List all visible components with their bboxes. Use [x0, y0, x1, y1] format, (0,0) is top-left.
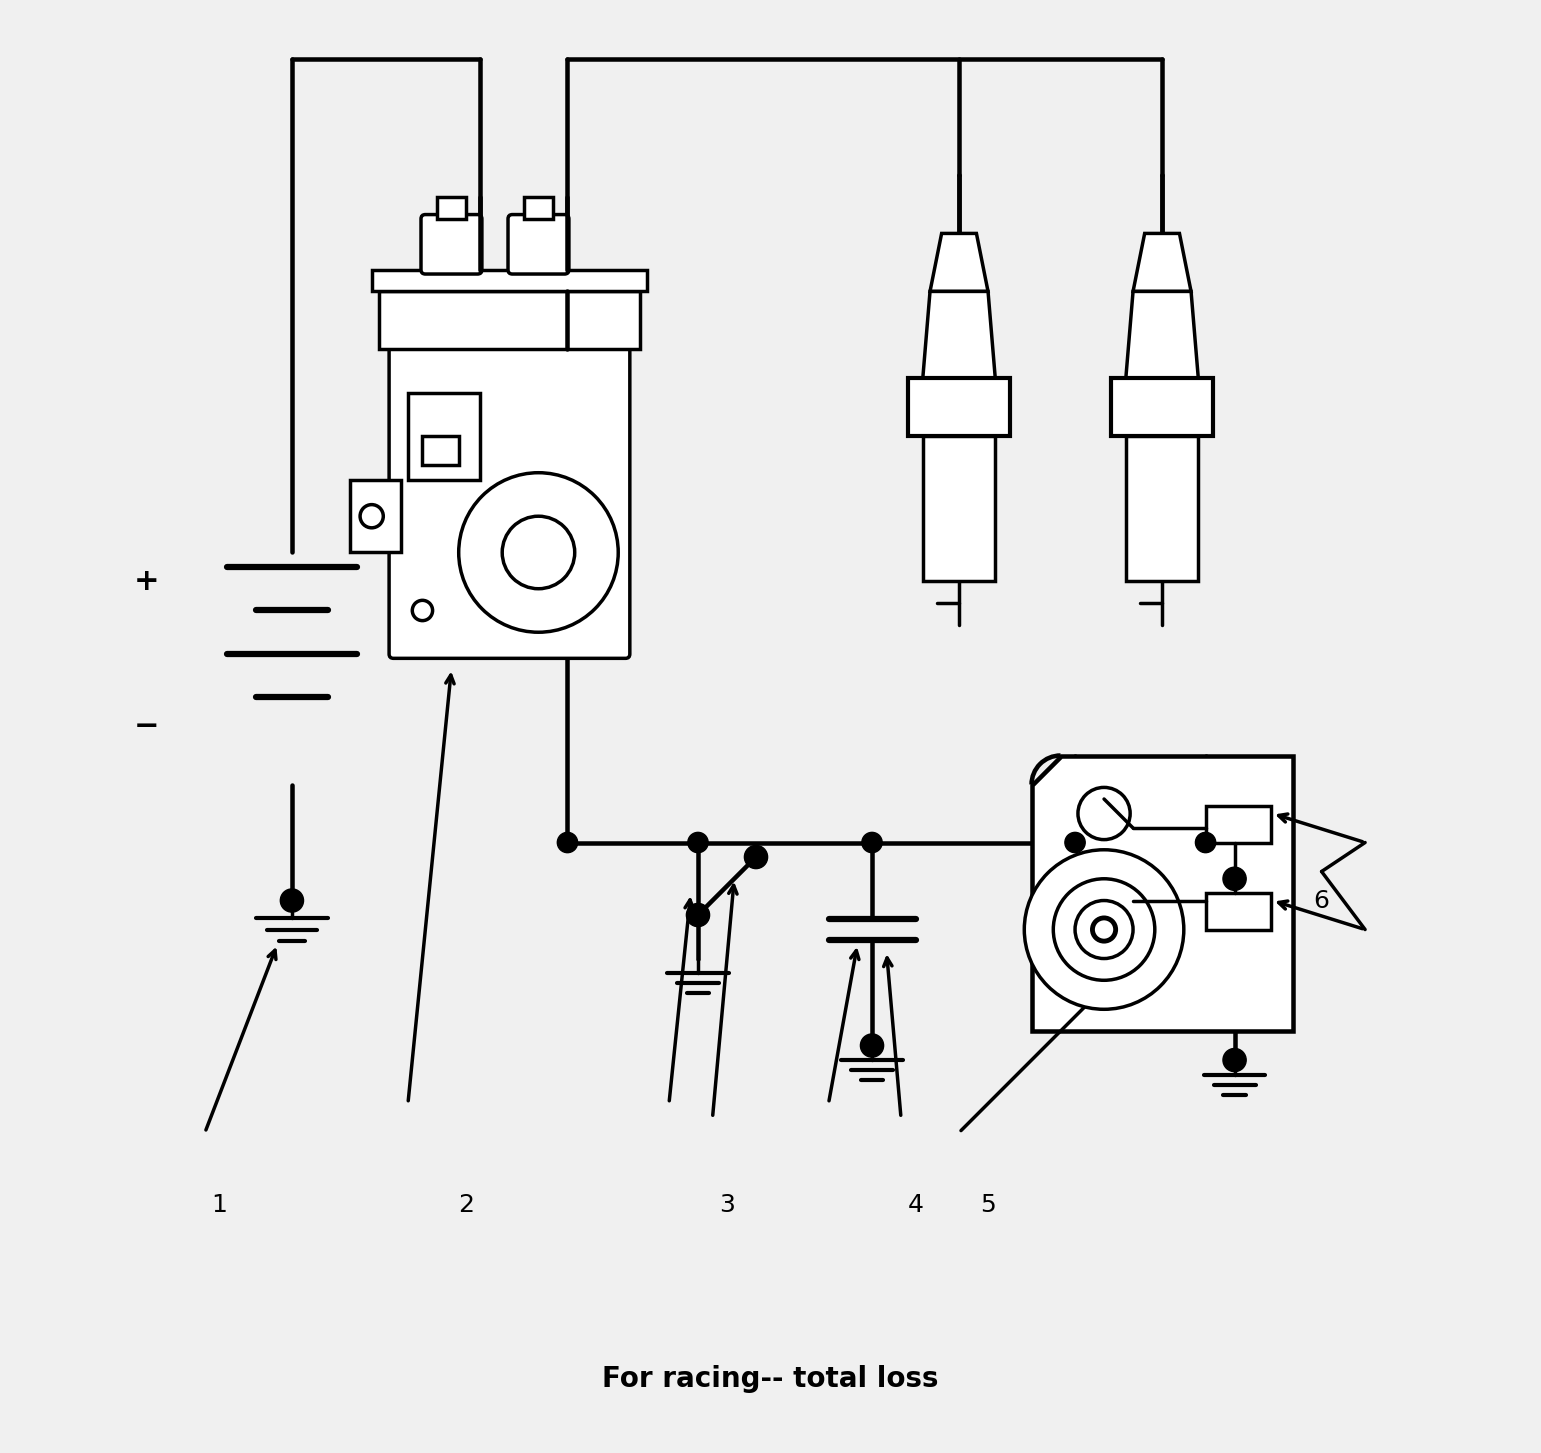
Circle shape [1025, 850, 1183, 1010]
Circle shape [1093, 918, 1116, 942]
Circle shape [1065, 833, 1085, 853]
Bar [1205, 894, 1271, 930]
Text: −: − [134, 712, 160, 741]
Bar [524, 198, 553, 219]
Circle shape [459, 472, 618, 632]
Circle shape [1054, 879, 1154, 981]
Text: +: + [134, 567, 160, 596]
Circle shape [1224, 1049, 1247, 1072]
Bar [350, 479, 401, 552]
Text: 4: 4 [908, 1193, 923, 1218]
Circle shape [558, 833, 578, 853]
FancyBboxPatch shape [421, 215, 482, 275]
Bar [908, 378, 1009, 436]
Circle shape [686, 904, 709, 927]
Circle shape [413, 600, 433, 620]
Circle shape [1079, 788, 1130, 840]
Circle shape [1224, 867, 1247, 891]
Text: 3: 3 [720, 1193, 735, 1218]
Circle shape [860, 1035, 883, 1058]
FancyBboxPatch shape [509, 215, 569, 275]
Bar [1126, 436, 1199, 581]
Text: 1: 1 [211, 1193, 228, 1218]
Circle shape [361, 504, 384, 527]
Circle shape [861, 833, 881, 853]
Circle shape [1076, 901, 1133, 959]
Bar [379, 292, 640, 349]
Bar [1111, 378, 1213, 436]
Text: For racing-- total loss: For racing-- total loss [603, 1366, 938, 1393]
Circle shape [687, 833, 709, 853]
Polygon shape [923, 292, 995, 378]
FancyBboxPatch shape [388, 346, 630, 658]
Circle shape [1196, 833, 1216, 853]
Circle shape [280, 889, 304, 912]
Text: 5: 5 [980, 1193, 995, 1218]
Circle shape [744, 846, 767, 869]
Polygon shape [1133, 234, 1191, 292]
Bar [923, 436, 995, 581]
Polygon shape [1031, 756, 1293, 1032]
Bar [1205, 806, 1271, 843]
Polygon shape [1126, 292, 1199, 378]
Polygon shape [931, 234, 988, 292]
Text: 6: 6 [1313, 889, 1330, 912]
Bar [438, 198, 465, 219]
Bar [371, 270, 647, 292]
Text: 2: 2 [458, 1193, 475, 1218]
Circle shape [502, 516, 575, 588]
Bar [408, 392, 481, 479]
Bar [422, 436, 459, 465]
